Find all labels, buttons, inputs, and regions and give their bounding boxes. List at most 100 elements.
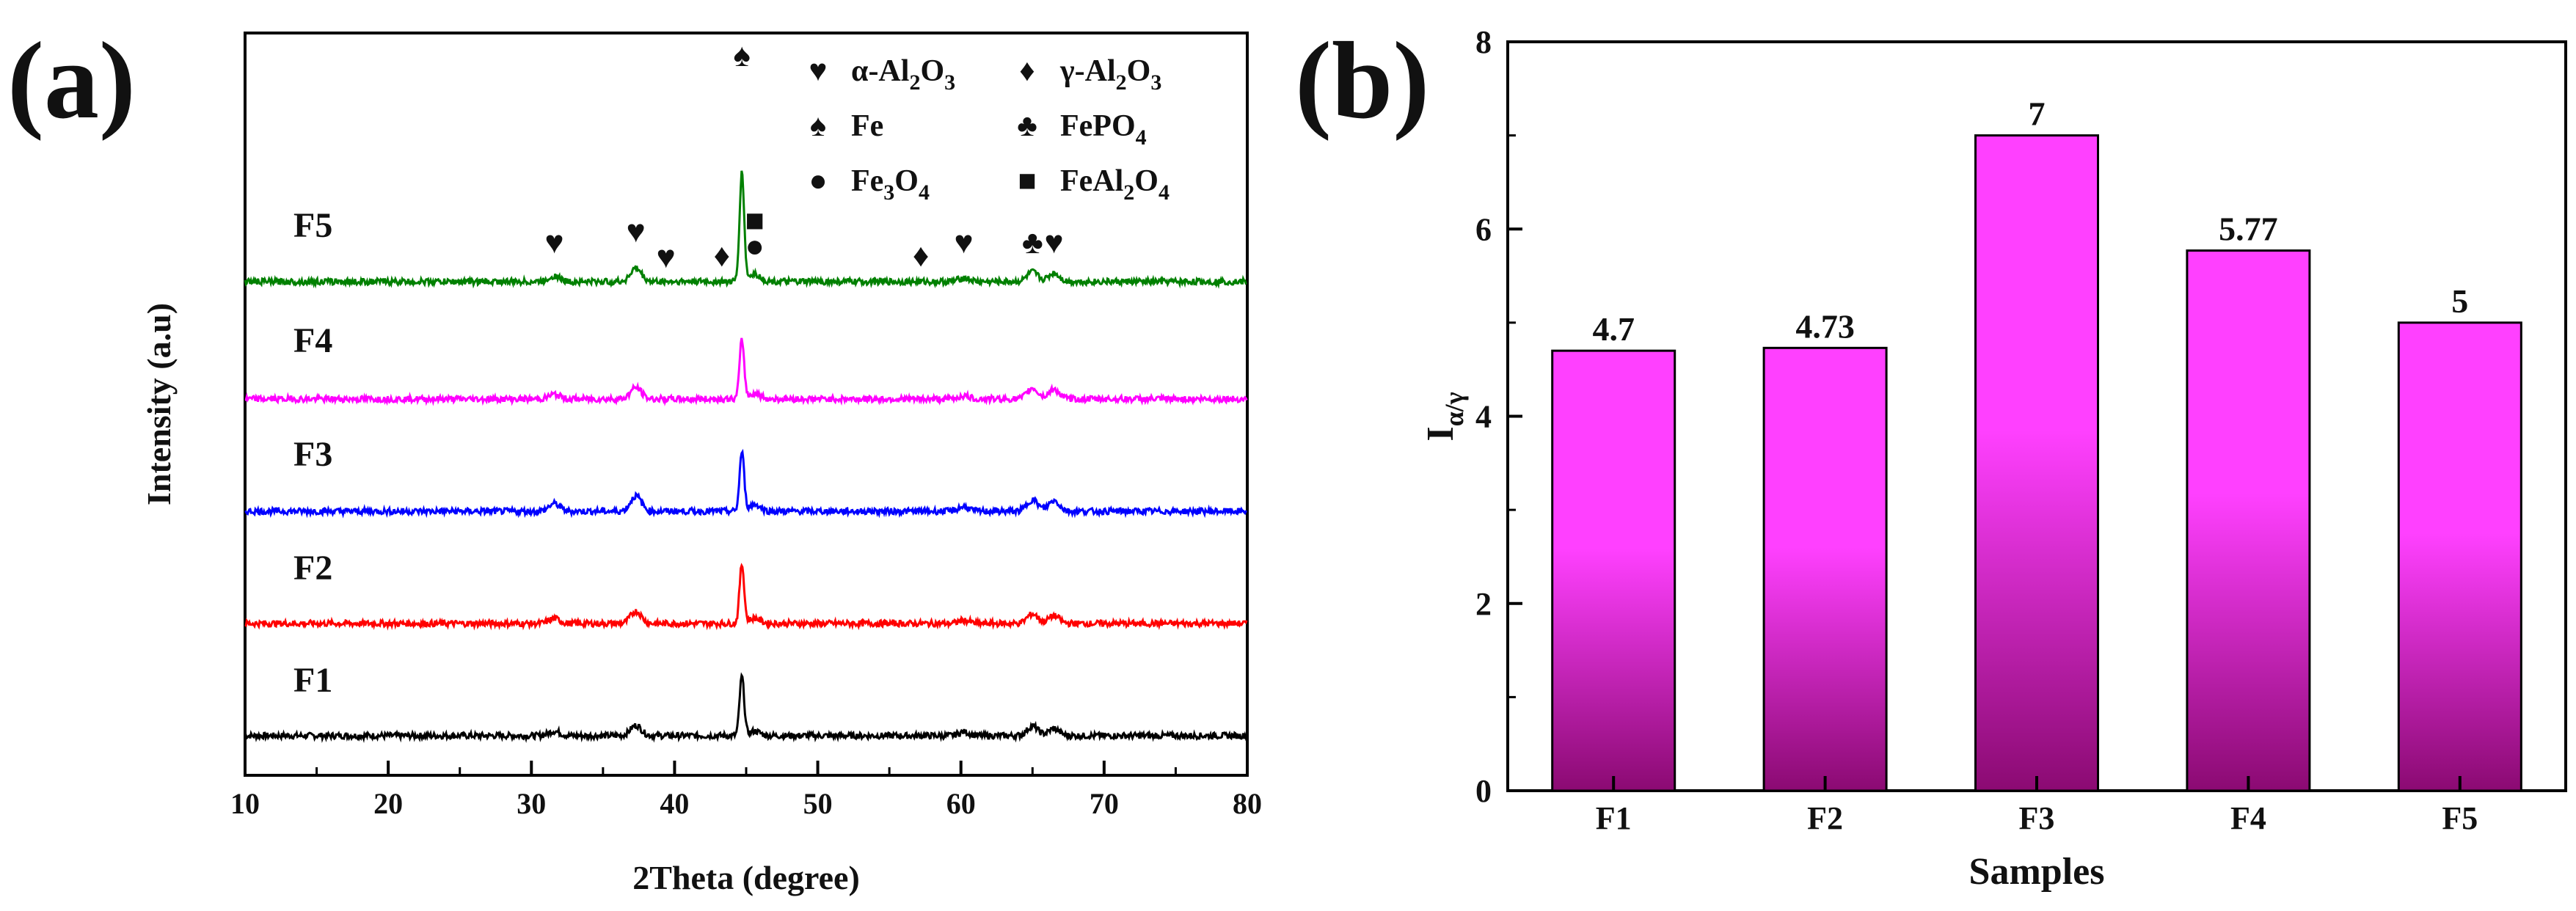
panel-b: (b) 0 2 4 6 8 4.7 4.73 7 5.77 5 F1 F2 F3 F4 F5 Sampl… xyxy=(1295,20,2567,893)
plot-b-ylabel-main: I xyxy=(1420,426,1462,441)
legend-symbol: ● xyxy=(809,164,827,198)
xrd-line-F5 xyxy=(244,170,1247,289)
legend-entry: FeAl2O4 xyxy=(1060,164,1170,205)
xrd-label-F3: F3 xyxy=(293,435,332,474)
plot-a-x-tick-label: 50 xyxy=(803,787,833,820)
peak-marker: ♥ xyxy=(657,239,676,275)
peak-marker: ♥ xyxy=(955,224,974,260)
legend-sub: 3 xyxy=(944,70,955,95)
legend-sub: 2 xyxy=(1116,70,1127,95)
xrd-label-F2: F2 xyxy=(293,549,332,588)
plot-b-x-tick-label: F2 xyxy=(1807,800,1843,836)
legend-text: γ-Al xyxy=(1059,54,1116,88)
bar-value-label: 7 xyxy=(2029,95,2046,133)
peak-marker: ♠ xyxy=(733,37,750,73)
plot-b-y-tick-label: 8 xyxy=(1475,24,1492,60)
legend-sub: 3 xyxy=(1150,70,1161,95)
bar-F3 xyxy=(1974,134,2099,792)
plot-b-x-tick-label: F1 xyxy=(1596,800,1632,836)
bar-F2 xyxy=(1762,346,1888,792)
peak-marker: ♦ xyxy=(913,238,929,274)
legend-entry: FePO4 xyxy=(1060,109,1147,150)
legend-entry: Fe xyxy=(851,109,883,143)
xrd-label-F1: F1 xyxy=(293,661,332,700)
legend-symbol: ■ xyxy=(1018,164,1036,198)
xrd-line-F4 xyxy=(244,337,1248,406)
bar-F5 xyxy=(2397,321,2522,792)
plot-b-y-tick-label: 2 xyxy=(1475,586,1492,622)
peak-marker: ♣ xyxy=(1022,224,1043,260)
plot-b-y-tick-label: 0 xyxy=(1475,773,1492,809)
legend-symbol: ♣ xyxy=(1017,109,1037,143)
legend-sub: 3 xyxy=(883,180,894,205)
plot-b-y-axis: 0 2 4 6 8 xyxy=(1475,24,1522,809)
legend-sub: 2 xyxy=(909,70,920,95)
legend-sub: 2 xyxy=(1123,180,1134,205)
xrd-line-F2 xyxy=(244,563,1248,631)
bar-F1 xyxy=(1551,349,1676,792)
legend-text: Fe xyxy=(851,109,883,143)
peak-marker: ♥ xyxy=(544,224,563,260)
panel-b-label: (b) xyxy=(1295,20,1429,142)
bar-value-label: 5.77 xyxy=(2219,211,2278,248)
xrd-line-F1 xyxy=(244,672,1248,743)
plot-b-x-tick-label: F3 xyxy=(2019,800,2055,836)
legend-text: O xyxy=(1127,54,1151,88)
plot-b-x-tick-label: F4 xyxy=(2230,800,2266,836)
legend-sub: 4 xyxy=(1136,125,1147,150)
legend-entry: α-Al2O3 xyxy=(851,54,955,95)
bar-value-label: 5 xyxy=(2451,282,2468,320)
xrd-label-F4: F4 xyxy=(293,321,332,360)
plot-a-x-tick-label: 20 xyxy=(373,787,403,820)
peak-marker: ● xyxy=(745,228,765,264)
legend-text: FeAl xyxy=(1060,164,1123,198)
legend-sub: 4 xyxy=(1159,180,1170,205)
legend-text: O xyxy=(920,54,944,88)
peak-marker: ♥ xyxy=(1044,224,1063,260)
bar-value-label: 4.73 xyxy=(1795,307,1855,345)
legend-text: Fe xyxy=(851,164,883,198)
legend-symbol: ♠ xyxy=(810,109,826,143)
legend-sub: 4 xyxy=(919,180,930,205)
plot-a-legend: ♥ α-Al2O3 ♦ γ-Al2O3♠ Fe ♣ FePO4● Fe3O4 ■ FeAl2O4 xyxy=(809,54,1170,205)
plot-b-x-axis: F1 F2 F3 F4 F5 xyxy=(1596,776,2478,836)
plot-a-x-tick-label: 60 xyxy=(946,787,976,820)
plot-b-ylabel: Iα/γ xyxy=(1420,392,1469,441)
plot-b-xlabel: Samples xyxy=(1969,851,2105,893)
legend-text: O xyxy=(1134,164,1159,198)
svg-text:Iα/γ: Iα/γ xyxy=(1420,392,1469,441)
peak-marker: ■ xyxy=(745,202,765,238)
peak-marker: ♦ xyxy=(714,238,730,274)
legend-symbol: ♥ xyxy=(809,54,828,88)
plot-b-bars: 4.7 4.73 7 5.77 5 xyxy=(1551,95,2522,792)
plot-b-y-tick-label: 6 xyxy=(1475,211,1492,247)
plot-a-x-tick-label: 40 xyxy=(660,787,689,820)
legend-text: FePO xyxy=(1060,109,1136,143)
plot-a-peak-markers: ♥ ♥♥ ♦♠●■♦ ♥ ♣ ♥ xyxy=(544,37,1063,275)
bar-value-label: 4.7 xyxy=(1592,310,1635,348)
legend-text: O xyxy=(894,164,919,198)
plot-b-ylabel-sub: α/γ xyxy=(1440,392,1469,426)
plot-a-frame xyxy=(244,32,1249,777)
bar-F4 xyxy=(2186,249,2311,792)
plot-a-x-tick-label: 70 xyxy=(1090,787,1119,820)
xrd-label-F5: F5 xyxy=(293,206,332,245)
xrd-line-F3 xyxy=(244,448,1247,519)
plot-a-x-axis: 10 20 30 40 50 60 70 80 xyxy=(230,761,1262,820)
legend-symbol: ♦ xyxy=(1019,54,1035,88)
plot-b-x-tick-label: F5 xyxy=(2442,800,2478,836)
plot-a-x-tick-label: 30 xyxy=(517,787,546,820)
plot-a-x-tick-label: 80 xyxy=(1233,787,1262,820)
panel-a-label: (a) xyxy=(7,20,136,142)
legend-text: α-Al xyxy=(851,54,909,88)
legend-entry: γ-Al2O3 xyxy=(1059,54,1161,95)
plot-a-xlabel: 2Theta (degree) xyxy=(632,859,860,896)
plot-a-series: F1 F2 F3 F4 F5 xyxy=(244,170,1248,743)
peak-marker: ♥ xyxy=(627,213,646,249)
plot-b-y-tick-label: 4 xyxy=(1475,399,1492,435)
legend-entry: Fe3O4 xyxy=(851,164,930,205)
plot-a-x-tick-label: 10 xyxy=(230,787,260,820)
plot-a-ylabel: Intensity (a.u) xyxy=(140,303,178,505)
